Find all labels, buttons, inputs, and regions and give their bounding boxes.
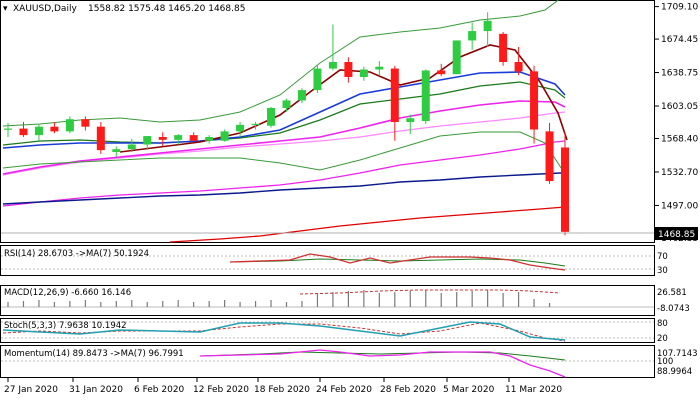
bollinger-upper xyxy=(2,0,560,127)
chart-symbol-timeframe: XAUUSD,Daily xyxy=(13,4,77,14)
candle-body xyxy=(313,68,322,91)
date-tick-label: 12 Feb 2020 xyxy=(193,385,249,395)
candle-body xyxy=(127,144,136,150)
rsi-panel[interactable] xyxy=(0,245,655,276)
stoch-level-20-label: 20 xyxy=(657,334,668,344)
candle-body xyxy=(514,62,523,72)
date-tick-label: 31 Jan 2020 xyxy=(69,385,123,395)
macd-level-high: 26.581 xyxy=(657,288,687,298)
candle-body xyxy=(390,68,399,122)
date-axis: 27 Jan 2020 31 Jan 2020 6 Feb 2020 12 Feb 2… xyxy=(4,378,562,395)
date-tick-label: 28 Feb 2020 xyxy=(380,385,436,395)
candle-body xyxy=(282,100,291,108)
stoch-label: Stoch(5,3,3) 7.9638 10.1942 xyxy=(4,321,127,331)
rsi-level-70-label: 70 xyxy=(657,252,668,262)
rsi-level-30-label: 30 xyxy=(657,266,668,276)
candle-body xyxy=(421,70,430,122)
candle-body xyxy=(174,135,183,140)
candle-body xyxy=(4,128,12,130)
candle-body xyxy=(499,33,508,62)
candle-body xyxy=(545,131,554,182)
chart-header-symbol-icon: ▾ xyxy=(3,4,8,14)
candle-body xyxy=(561,147,569,232)
price-tick-label: 1674.45 xyxy=(661,35,698,45)
macd-histogram xyxy=(7,290,551,307)
candle-body xyxy=(344,62,353,77)
bollinger-lower xyxy=(2,131,566,175)
momentum-label: Momentum(14) 89.8473 ->MA(7) 96.7991 xyxy=(4,349,184,359)
macd-label: MACD(12,26,9) -6.660 16.146 xyxy=(4,288,131,298)
candle-body xyxy=(50,126,59,132)
macd-signal-line xyxy=(299,289,561,295)
candle-body xyxy=(267,107,276,126)
candle-body xyxy=(251,123,260,126)
momentum-level-high: 107.7143 xyxy=(657,349,698,359)
candle-body xyxy=(468,31,477,41)
candle-body xyxy=(483,20,492,32)
rsi-ma-line xyxy=(229,258,566,267)
candle-body xyxy=(65,119,74,132)
candle-body xyxy=(220,131,229,141)
momentum-line xyxy=(199,349,566,378)
momentum-ma-line xyxy=(199,351,566,361)
date-tick-label: 5 Mar 2020 xyxy=(443,385,495,395)
candle-body xyxy=(375,66,384,70)
rsi-label: RSI(14) 28.6703 ->MA(7) 50.1924 xyxy=(4,249,149,259)
price-panel[interactable] xyxy=(0,0,655,243)
stoch-level-80-label: 80 xyxy=(657,319,668,329)
price-axis: 1709.10 1674.45 1638.75 1603.05 1568.40 1532.… xyxy=(655,3,698,244)
candle-body xyxy=(96,126,105,151)
candle-body xyxy=(297,90,306,101)
macd-level-low: -8.0743 xyxy=(657,304,690,314)
rsi-line xyxy=(229,253,566,271)
candle-body xyxy=(236,124,245,132)
chart-ohlc-values: 1558.82 1575.48 1465.20 1468.85 xyxy=(88,4,245,14)
candle-body xyxy=(205,137,214,141)
candle-body xyxy=(158,137,167,140)
last-price-tag xyxy=(655,227,698,240)
candle-body xyxy=(437,70,446,75)
candle-body xyxy=(530,71,539,130)
sma-55-line xyxy=(2,172,565,205)
price-tick-label: 1568.40 xyxy=(661,135,698,145)
sma-pink-line xyxy=(2,111,566,176)
candle-body xyxy=(189,135,198,141)
candle-body xyxy=(328,62,337,69)
candle-body xyxy=(452,40,461,75)
date-tick-label: 18 Feb 2020 xyxy=(254,385,310,395)
date-tick-label: 24 Feb 2020 xyxy=(316,385,372,395)
sma-100-line xyxy=(2,140,566,207)
candle-body xyxy=(359,69,368,77)
sma-magenta-upper xyxy=(2,100,566,175)
date-tick-label: 11 Mar 2020 xyxy=(505,385,562,395)
candle-body xyxy=(81,119,90,127)
candle-body xyxy=(34,126,43,136)
candles xyxy=(4,12,569,236)
sma-5-darkred-line xyxy=(119,44,568,153)
momentum-level-low: 88.9964 xyxy=(657,367,692,377)
candle-body xyxy=(143,136,152,145)
date-tick-label: 27 Jan 2020 xyxy=(4,385,58,395)
candle-body xyxy=(406,118,415,122)
price-tick-label: 1532.70 xyxy=(661,168,698,178)
sma-200-line xyxy=(169,206,566,243)
price-tick-label: 1638.75 xyxy=(661,69,698,79)
candle-body xyxy=(19,128,28,136)
macd-panel[interactable] xyxy=(0,285,655,316)
stoch-main-line xyxy=(2,321,566,341)
date-tick-label: 6 Feb 2020 xyxy=(134,385,185,395)
momentum-level-100-label: 100 xyxy=(657,357,673,367)
candle-body xyxy=(112,149,121,152)
price-tick-label: 1497.00 xyxy=(661,201,698,211)
last-price-value: 1468.85 xyxy=(658,230,695,240)
price-tick-label: 1603.05 xyxy=(661,102,698,112)
price-tick-label: 1709.10 xyxy=(661,3,698,13)
